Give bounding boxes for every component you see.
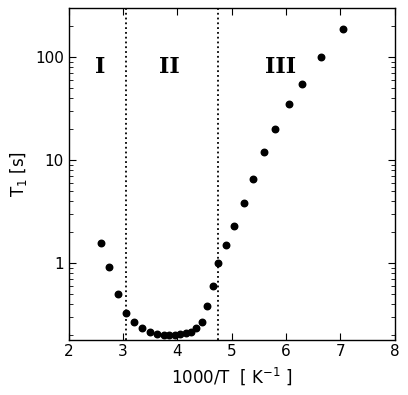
Point [154, 331, 160, 337]
Y-axis label: T$_1$ [s]: T$_1$ [s] [8, 151, 29, 197]
Point [147, 329, 153, 335]
Point [139, 325, 145, 331]
X-axis label: 1000/T  [ K$^{-1}$ ]: 1000/T [ K$^{-1}$ ] [171, 365, 293, 387]
Text: II: II [159, 56, 180, 78]
Point [272, 126, 279, 132]
Point [182, 329, 189, 336]
Point [106, 263, 113, 270]
Text: III: III [265, 56, 296, 78]
Point [250, 176, 257, 182]
Point [340, 26, 346, 32]
Point [199, 318, 205, 325]
Point [209, 283, 216, 289]
Point [215, 260, 222, 266]
Point [231, 223, 238, 229]
Point [240, 200, 247, 207]
Point [177, 331, 183, 337]
Point [160, 332, 167, 338]
Point [114, 291, 121, 297]
Point [122, 309, 129, 316]
Point [131, 318, 137, 325]
Point [318, 54, 325, 60]
Point [223, 242, 230, 248]
Point [98, 240, 104, 246]
Point [204, 303, 211, 309]
Point [286, 101, 292, 107]
Point [171, 332, 178, 338]
Point [188, 329, 194, 335]
Point [193, 325, 200, 331]
Point [166, 332, 173, 338]
Point [261, 149, 268, 155]
Point [299, 81, 306, 87]
Text: I: I [95, 56, 105, 78]
